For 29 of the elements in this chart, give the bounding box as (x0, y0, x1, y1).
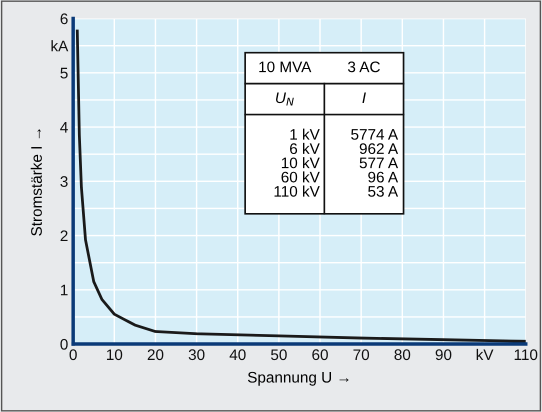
x-tick-label: 110 (514, 349, 538, 360)
annotation: 1 kV 6 kV 10 kV 60 kV 110 kV (274, 128, 320, 197)
x-tick-label: 90 (436, 349, 452, 360)
x-tick-label: 70 (353, 349, 370, 360)
y-tick-label: 2 (60, 230, 68, 242)
x-tick-label: 10 (106, 349, 122, 360)
annotation: I (362, 92, 366, 104)
annotation: 5774 A 962 A 577 A 96 A 53 A (351, 129, 398, 197)
x-tick-label: 0 (70, 349, 77, 360)
annotation: 10 MVA (259, 61, 312, 72)
annotation: 3 AC (348, 61, 380, 72)
x-tick-label: kV (476, 348, 494, 360)
x-tick-label: 60 (312, 349, 328, 360)
y-tick-label: 5 (60, 68, 68, 78)
y-tick-label: 0 (60, 338, 68, 350)
y-tick-label: kA (52, 40, 68, 52)
x-axis-title: Spannung U → (248, 372, 349, 386)
y-tick-label: 4 (60, 122, 68, 133)
x-tick-label: 30 (188, 349, 204, 360)
y-tick-label: 3 (60, 176, 68, 187)
y-tick-label: 6 (60, 13, 68, 24)
y-axis-title: Stromstärke I → (30, 129, 42, 236)
x-tick-label: 80 (394, 349, 410, 360)
annotation: U$_{N}$ (276, 92, 294, 106)
x-tick-label: 20 (148, 349, 164, 360)
x-tick-label: 40 (230, 349, 246, 360)
x-tick-label: 50 (271, 349, 287, 360)
y-tick-label: 1 (60, 284, 68, 296)
line-series (76, 30, 526, 343)
